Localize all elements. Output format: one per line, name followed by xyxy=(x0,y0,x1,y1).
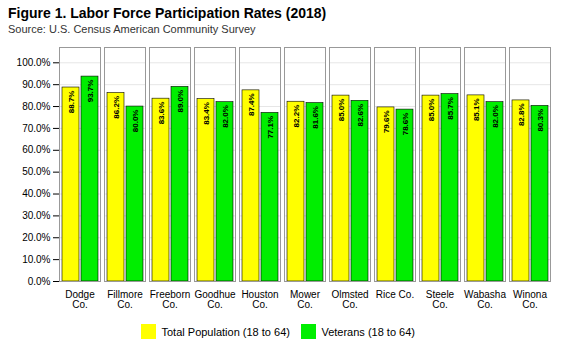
svg-text:90.0%: 90.0% xyxy=(22,79,50,90)
svg-text:80.0%: 80.0% xyxy=(22,101,50,112)
svg-text:WinonaCo.: WinonaCo. xyxy=(513,289,547,310)
svg-text:80.0%: 80.0% xyxy=(131,110,140,133)
html-text:Total Population (18 to 64): Total Population (18 to 64) xyxy=(161,325,290,338)
html-text:Veterans (18 to 64): Veterans (18 to 64) xyxy=(321,325,415,338)
svg-text:77.1%: 77.1% xyxy=(266,116,275,139)
svg-text:40.0%: 40.0% xyxy=(22,188,50,199)
svg-text:79.6%: 79.6% xyxy=(382,110,391,133)
svg-text:83.4%: 83.4% xyxy=(202,102,211,125)
svg-text:82.8%: 82.8% xyxy=(517,103,526,126)
svg-text:82.6%: 82.6% xyxy=(356,104,365,127)
svg-text:FreebornCo.: FreebornCo. xyxy=(150,289,191,310)
svg-text:FillmoreCo.: FillmoreCo. xyxy=(107,289,143,310)
svg-text:20.0%: 20.0% xyxy=(22,232,50,243)
svg-text:DodgeCo.: DodgeCo. xyxy=(65,289,95,310)
svg-text:MowerCo.: MowerCo. xyxy=(290,289,321,310)
svg-text:93.7%: 93.7% xyxy=(86,80,95,103)
svg-text:OlmstedCo.: OlmstedCo. xyxy=(331,289,368,310)
svg-text:82.0%: 82.0% xyxy=(491,105,500,128)
svg-text:GoodhueCo.: GoodhueCo. xyxy=(194,289,236,310)
svg-text:78.6%: 78.6% xyxy=(401,113,410,136)
svg-text:85.7%: 85.7% xyxy=(446,97,455,120)
svg-text:86.2%: 86.2% xyxy=(112,96,121,119)
svg-text:Rice Co.: Rice Co. xyxy=(376,289,414,300)
svg-text:81.6%: 81.6% xyxy=(311,106,320,129)
svg-text:70.0%: 70.0% xyxy=(22,123,50,134)
svg-text:SteeleCo.: SteeleCo. xyxy=(426,289,455,310)
svg-text:82.2%: 82.2% xyxy=(292,105,301,128)
html-text:Figure 1. Labor Force Particip: Figure 1. Labor Force Participation Rate… xyxy=(8,5,327,21)
svg-text:80.3%: 80.3% xyxy=(536,109,545,132)
svg-text:85.0%: 85.0% xyxy=(337,99,346,122)
svg-text:10.0%: 10.0% xyxy=(22,254,50,265)
svg-text:HoustonCo.: HoustonCo. xyxy=(241,289,278,310)
svg-text:100.0%: 100.0% xyxy=(17,57,51,68)
svg-text:88.7%: 88.7% xyxy=(67,91,76,114)
svg-text:82.0%: 82.0% xyxy=(221,105,230,128)
svg-text:85.0%: 85.0% xyxy=(427,99,436,122)
svg-text:87.4%: 87.4% xyxy=(247,93,256,116)
svg-text:50.0%: 50.0% xyxy=(22,166,50,177)
svg-text:30.0%: 30.0% xyxy=(22,210,50,221)
svg-text:60.0%: 60.0% xyxy=(22,144,50,155)
svg-text:89.0%: 89.0% xyxy=(176,90,185,113)
svg-text:83.6%: 83.6% xyxy=(157,102,166,125)
svg-text:0.0%: 0.0% xyxy=(28,276,51,287)
html-text:Source: U.S. Census American C: Source: U.S. Census American Community S… xyxy=(8,23,256,35)
svg-text:WabashaCo.: WabashaCo. xyxy=(464,289,506,310)
svg-text:85.1%: 85.1% xyxy=(472,98,481,121)
